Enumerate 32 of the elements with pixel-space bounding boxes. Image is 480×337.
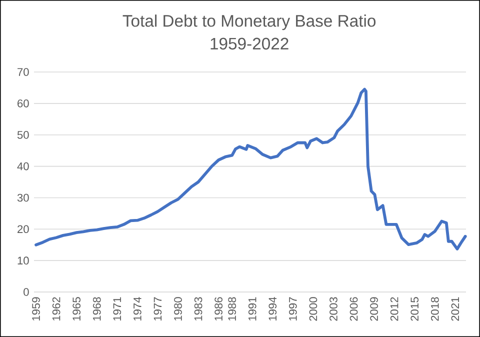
x-tick-label: 1968	[92, 297, 101, 320]
y-tick-label: 20	[18, 225, 29, 234]
x-tick-label: 1994	[268, 297, 277, 320]
x-tick-label: 1971	[113, 297, 122, 320]
chart-subtitle: 1959-2022	[210, 38, 288, 50]
x-tick-label: 1991	[248, 297, 256, 320]
y-tick-label: 0	[24, 288, 29, 296]
x-tick-label: 1988	[228, 297, 236, 320]
x-tick-label: 2000	[309, 297, 318, 321]
x-tick-label: 2006	[350, 297, 358, 321]
x-tick-label: 1974	[134, 297, 142, 320]
y-tick-label: 50	[17, 130, 29, 139]
x-tick-label: 2009	[370, 297, 378, 321]
x-tick-label: 2012	[390, 297, 398, 321]
x-tick-label: 1986	[214, 297, 222, 320]
y-tick-label: 60	[18, 100, 29, 108]
x-tick-label: 1980	[174, 297, 182, 320]
y-tick-label: 10	[18, 256, 29, 264]
y-tick-label: 30	[17, 194, 29, 202]
x-tick-label: 1962	[52, 297, 60, 320]
x-tick-label: 1965	[72, 297, 81, 320]
x-tick-label: 2018	[430, 297, 439, 321]
chart-title: Total Debt to Monetary Base Ratio	[122, 14, 376, 30]
y-tick-label: 70	[18, 68, 29, 76]
x-tick-label: 2021	[451, 297, 460, 321]
x-tick-label: 1959	[32, 297, 40, 320]
x-tick-label: 1997	[289, 297, 297, 320]
x-tick-label: 2015	[410, 297, 419, 321]
x-tick-label: 1977	[154, 297, 162, 320]
x-tick-label: 2003	[330, 297, 338, 321]
y-tick-label: 40	[17, 162, 29, 170]
x-tick-label: 1983	[194, 297, 202, 320]
